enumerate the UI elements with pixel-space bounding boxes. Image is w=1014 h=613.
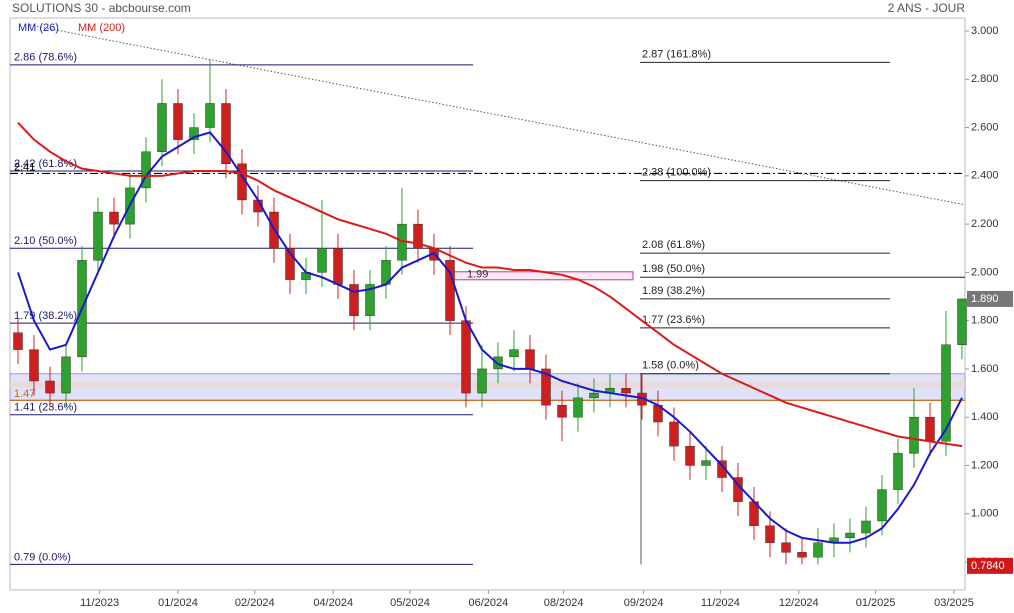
trendline — [29, 24, 966, 206]
y-tick-label: 2.600 — [971, 121, 999, 133]
x-tick-label: 01/2025 — [856, 597, 896, 609]
y-tick-label: 1.200 — [971, 459, 999, 471]
fib-level-label: 1.79 (38.2%) — [14, 310, 77, 322]
fib-level-label: 2.10 (50.0%) — [14, 235, 77, 247]
box-level-label: 1.99 — [467, 269, 488, 281]
y-tick-label: 2.800 — [971, 73, 999, 85]
candle-body — [445, 260, 455, 321]
candle-body — [557, 404, 567, 418]
candle-body — [189, 127, 199, 140]
x-tick-label: 01/2024 — [158, 597, 198, 609]
y-tick-label: 1.400 — [971, 411, 999, 423]
y-tick-label: 2.400 — [971, 170, 999, 182]
y-tick-label: 1.600 — [971, 363, 999, 375]
candle-body — [365, 284, 375, 317]
candle-body — [221, 103, 231, 164]
legend-ma200: MM (200) — [78, 22, 125, 34]
plot-frame — [9, 17, 966, 591]
candle-body — [413, 223, 423, 249]
candle-body — [333, 248, 343, 285]
x-tick-label: 03/2025 — [934, 597, 974, 609]
candle-body — [173, 103, 183, 140]
y-tick-label: 2.000 — [971, 266, 999, 278]
y-tick-label: 2.200 — [971, 218, 999, 230]
chart-subtitle: 2 ANS - JOUR — [888, 1, 966, 15]
x-tick-label: 08/2024 — [544, 597, 584, 609]
fib-level-label: 2.87 (161.8%) — [642, 48, 711, 60]
fib-level-label: 1.58 (0.0%) — [642, 360, 699, 372]
candle-body — [29, 349, 39, 382]
fib-level-label: 0.79 (0.0%) — [14, 551, 71, 563]
x-tick-label: 11/2023 — [80, 597, 119, 609]
fib-level-label: 1.89 (38.2%) — [642, 285, 705, 297]
low-price-label: 0.7840 — [971, 560, 1005, 572]
candle-body — [525, 349, 535, 370]
candle-body — [909, 416, 919, 454]
candle-body — [541, 368, 551, 406]
candle-body — [461, 320, 471, 394]
candle-body — [861, 520, 871, 534]
support-label: 2.41 — [14, 161, 35, 173]
candle-body — [205, 103, 215, 128]
candle-body — [669, 421, 679, 447]
ma-line — [17, 122, 963, 448]
candle-body — [589, 392, 599, 399]
candle-body — [477, 368, 487, 394]
candle-body — [941, 344, 951, 442]
candle-body — [45, 380, 55, 394]
fib-level-label: 2.86 (78.6%) — [14, 52, 77, 64]
ma-line — [17, 131, 963, 544]
candle-body — [877, 489, 887, 522]
x-tick-label: 12/2024 — [779, 597, 819, 609]
candle-body — [285, 248, 295, 280]
y-tick-label: 3.000 — [971, 25, 999, 37]
candle-body — [781, 542, 791, 553]
candle-body — [717, 460, 727, 478]
legend-ma26: MM (26) — [18, 22, 59, 34]
candle-body — [317, 248, 327, 273]
x-tick-label: 02/2024 — [235, 597, 275, 609]
candle-body — [701, 460, 711, 466]
candle-body — [13, 332, 23, 350]
last-price-label: 1.890 — [971, 293, 999, 305]
x-tick-label: 09/2024 — [624, 597, 664, 609]
zone-band-inner — [10, 381, 965, 388]
candle-body — [573, 397, 583, 418]
candle-body — [893, 453, 903, 490]
candle-body — [685, 445, 695, 466]
support-label: 1.47 — [14, 388, 35, 400]
low-price-box — [967, 557, 1013, 574]
x-tick-label: 11/2024 — [701, 597, 740, 609]
fib-level-label: 2.38 (100.0%) — [642, 167, 711, 179]
candle-body — [509, 349, 519, 358]
fib-level-label: 2.08 (61.8%) — [642, 239, 705, 251]
y-tick-label: 1.800 — [971, 315, 999, 327]
candle-body — [349, 284, 359, 317]
x-tick-label: 05/2024 — [390, 597, 430, 609]
fib-level-label: 1.98 (50.0%) — [642, 263, 705, 275]
fib-level-label: 2.42 (61.8%) — [14, 158, 77, 170]
candle-body — [957, 298, 967, 345]
candle-body — [813, 542, 823, 558]
candle-body — [845, 532, 855, 539]
candle-body — [109, 211, 119, 225]
candle-body — [925, 416, 935, 442]
y-tick-label: 1.000 — [971, 508, 999, 520]
candle-body — [157, 103, 167, 152]
last-price-box — [967, 290, 1013, 307]
x-tick-label: 04/2024 — [313, 597, 353, 609]
chart-title: SOLUTIONS 30 - abcbourse.com — [12, 1, 191, 15]
candle-body — [797, 552, 807, 558]
candle-body — [765, 525, 775, 543]
candle-body — [61, 356, 71, 394]
x-tick-label: 06/2024 — [469, 597, 509, 609]
candle-body — [621, 388, 631, 394]
candle-body — [93, 211, 103, 261]
fib-level-label: 1.41 (23.6%) — [14, 402, 77, 414]
fib-level-label: 1.77 (23.6%) — [642, 314, 705, 326]
